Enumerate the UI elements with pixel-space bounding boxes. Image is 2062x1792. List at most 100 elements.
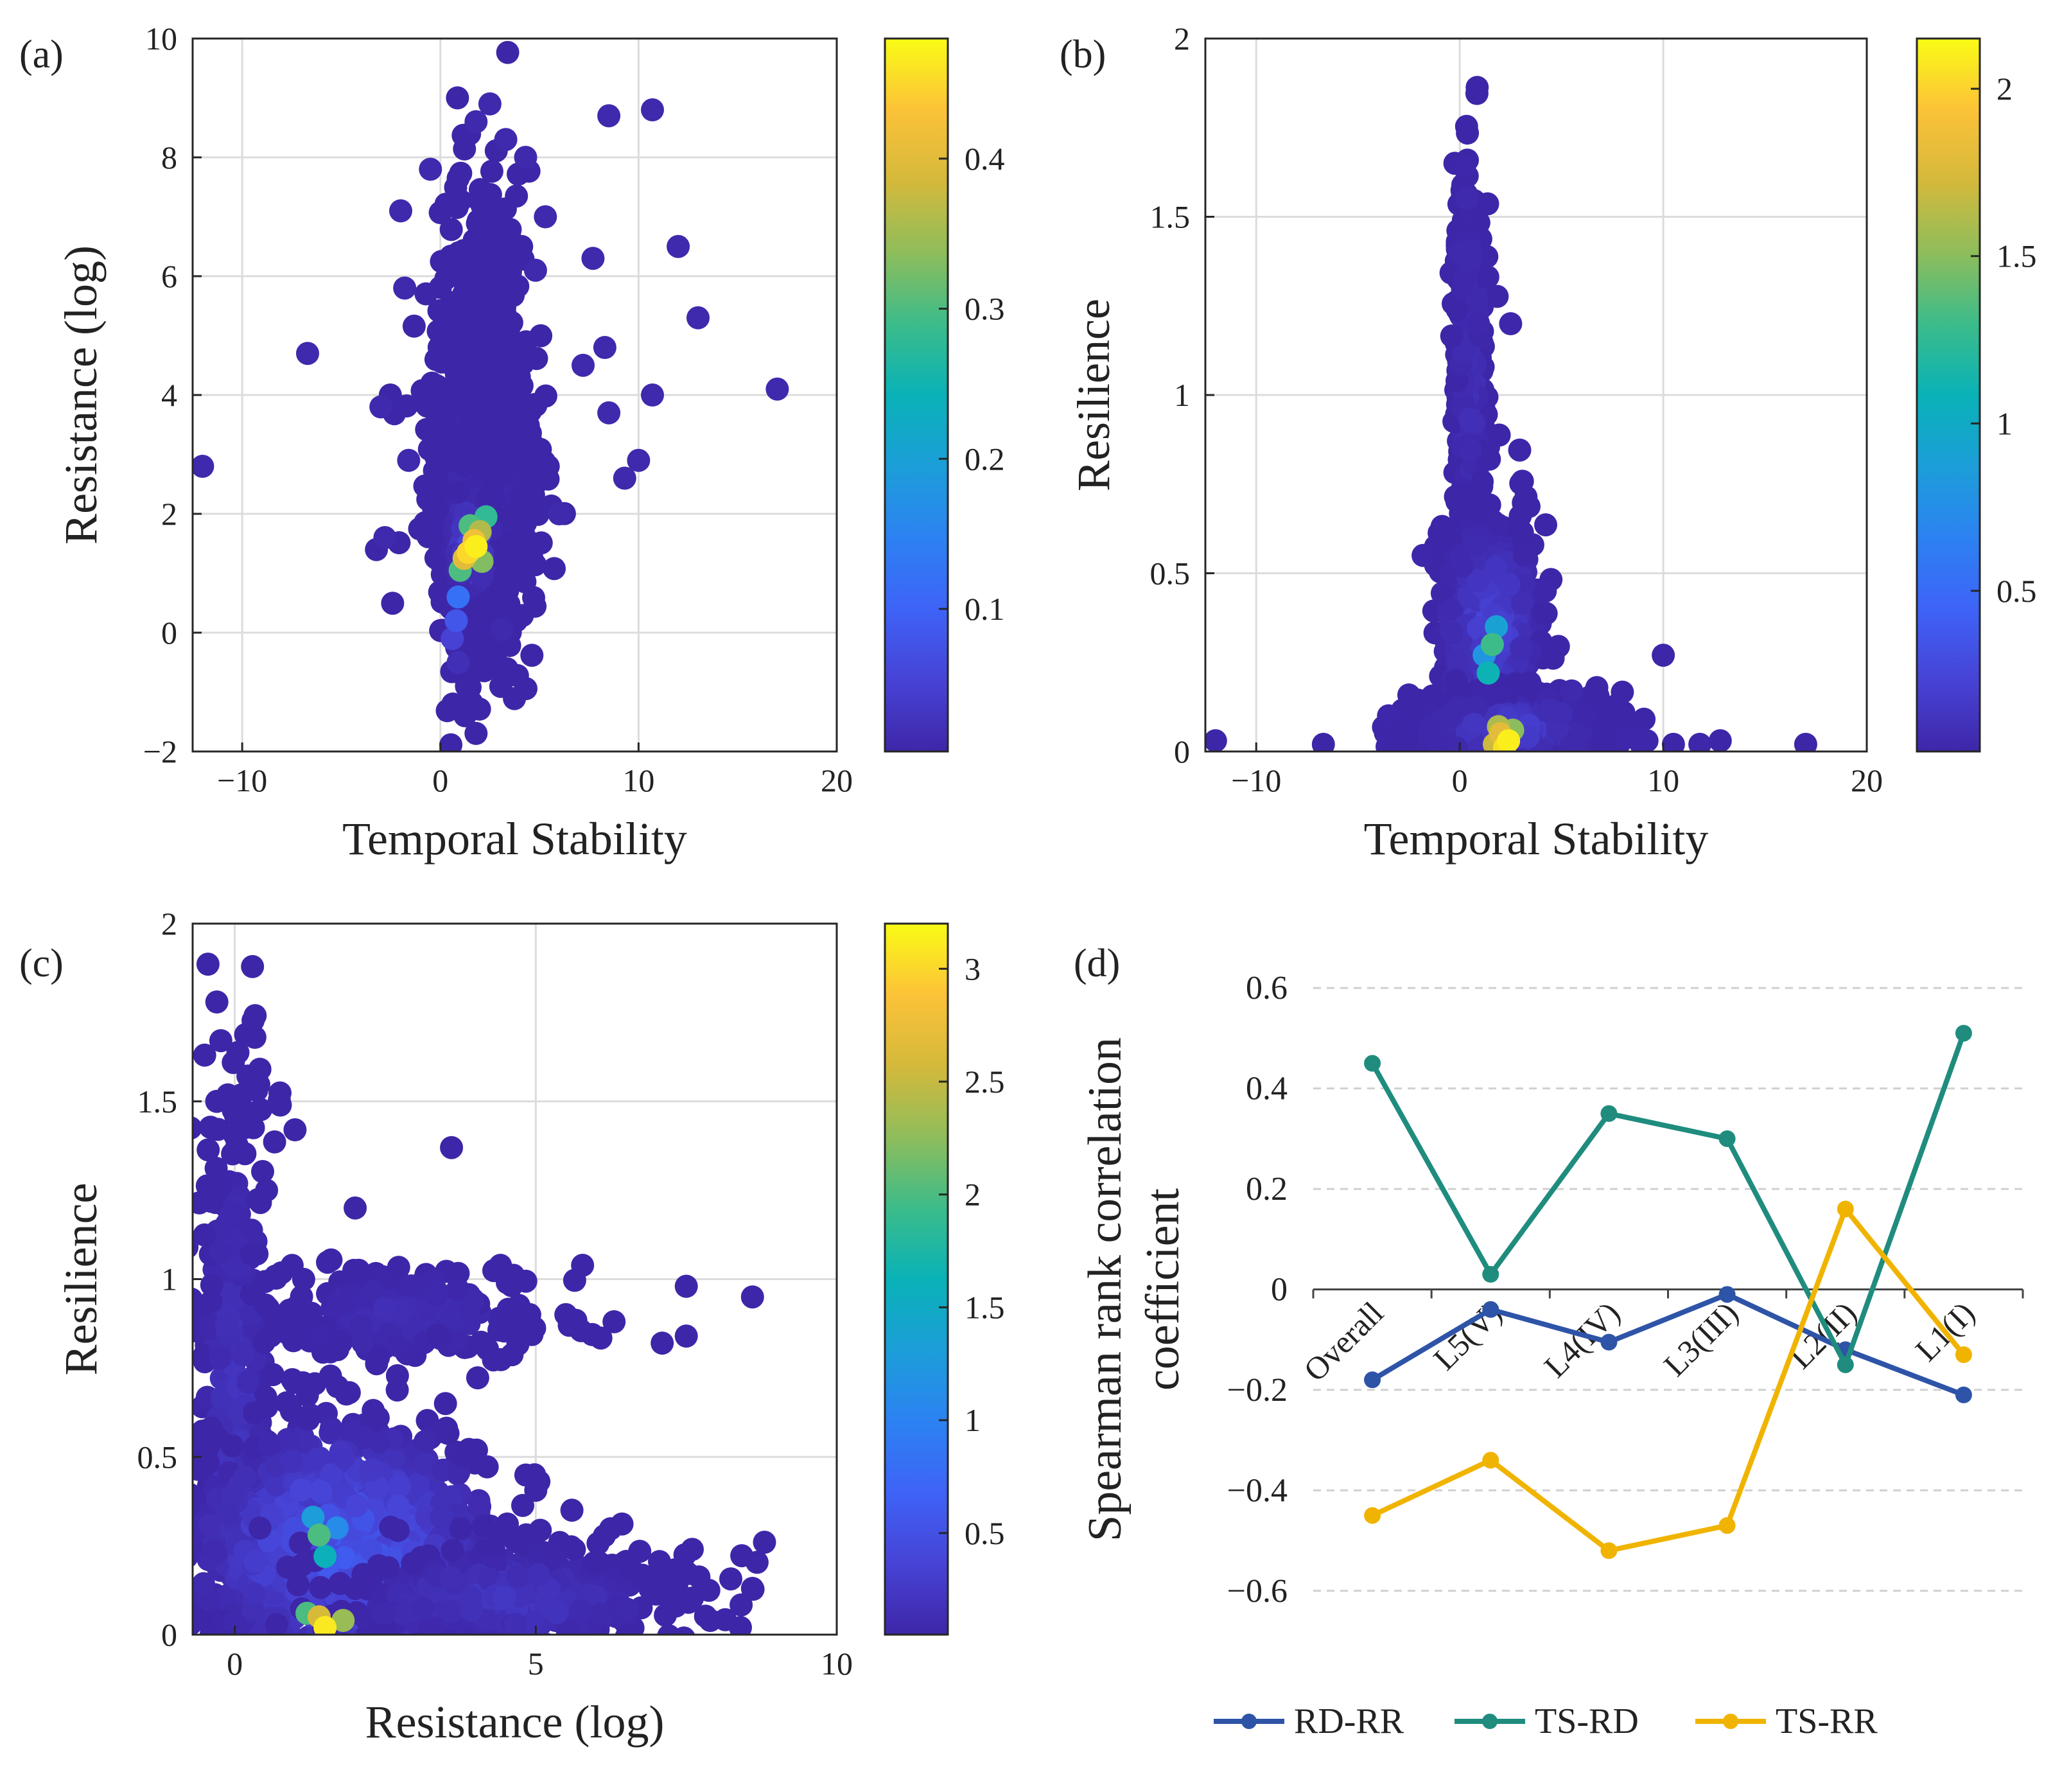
data-point <box>488 218 512 242</box>
data-point <box>296 342 319 365</box>
x-tick-label: 20 <box>821 762 853 798</box>
data-point <box>434 267 458 290</box>
data-point <box>231 1624 254 1635</box>
data-point <box>523 553 547 577</box>
data-point <box>193 1572 215 1595</box>
data-point <box>381 592 405 615</box>
data-point <box>480 372 504 396</box>
data-point <box>351 1331 375 1355</box>
data-point <box>1611 680 1634 704</box>
data-point <box>464 534 488 558</box>
data-point <box>288 1531 312 1555</box>
data-point <box>429 442 453 466</box>
data-point <box>280 1254 304 1278</box>
data-point <box>476 485 500 509</box>
x-tick-label: −10 <box>1231 762 1281 798</box>
y-tick-label: 4 <box>161 377 177 413</box>
colorbar-tick-label: 2 <box>1996 71 2013 107</box>
data-point <box>387 1474 411 1498</box>
data-point <box>319 1248 343 1272</box>
data-point <box>1467 312 1490 335</box>
data-point <box>309 1480 333 1504</box>
data-point <box>240 1242 263 1265</box>
colorbar: 0.10.20.30.4 <box>884 37 1005 753</box>
data-point <box>157 1487 180 1510</box>
data-point <box>641 98 664 121</box>
data-point <box>387 1495 410 1518</box>
data-point <box>446 86 469 110</box>
scatter-points <box>193 40 789 751</box>
data-point <box>589 1326 613 1350</box>
data-point <box>1487 423 1511 447</box>
y-tick-label: 8 <box>161 139 177 175</box>
data-point <box>337 1381 361 1405</box>
data-point <box>1448 241 1472 264</box>
y-tick-label: −2 <box>143 733 177 769</box>
data-point <box>1497 729 1521 751</box>
colorbar-tick-label: 1.5 <box>1996 238 2037 274</box>
data-point <box>169 1491 192 1515</box>
data-point <box>480 443 503 466</box>
data-point <box>511 604 534 628</box>
x-tick-label: 10 <box>1647 762 1679 798</box>
data-point <box>280 1450 304 1473</box>
data-point <box>446 651 470 674</box>
data-point <box>444 609 468 633</box>
data-point <box>1485 615 1508 638</box>
scatter-points <box>99 953 776 1635</box>
data-point <box>419 157 442 181</box>
panel-label: (a) <box>19 33 64 76</box>
data-point <box>1480 633 1504 656</box>
data-point <box>615 1597 639 1621</box>
data-point <box>252 1330 275 1354</box>
data-point <box>473 645 497 668</box>
data-point <box>430 1505 453 1529</box>
data-point <box>502 502 525 525</box>
data-point <box>597 104 621 128</box>
data-point <box>439 218 463 242</box>
y-tick-label: 2 <box>161 496 177 532</box>
data-point <box>440 1485 464 1509</box>
data-point <box>1510 470 1534 493</box>
data-point <box>233 1465 257 1489</box>
data-point <box>319 1416 343 1440</box>
data-point <box>1311 732 1335 751</box>
data-point <box>295 1384 319 1407</box>
data-point <box>204 1539 227 1562</box>
data-point <box>495 657 519 681</box>
data-point <box>1430 514 1454 538</box>
data-point <box>1456 121 1480 145</box>
data-point <box>1462 712 1486 736</box>
data-point <box>1498 750 1510 751</box>
data-point <box>466 1366 489 1390</box>
data-point <box>425 374 449 398</box>
data-point <box>1465 76 1489 100</box>
data-point <box>99 1485 122 1508</box>
data-point <box>627 448 651 472</box>
data-point <box>265 1473 288 1497</box>
data-point <box>193 1450 209 1473</box>
data-point <box>202 1179 225 1202</box>
data-point <box>480 159 503 183</box>
data-point <box>240 1218 263 1242</box>
data-point <box>445 196 469 219</box>
data-point <box>199 1290 223 1313</box>
data-point <box>520 644 544 667</box>
data-point <box>1455 187 1479 211</box>
data-point <box>1533 579 1557 603</box>
data-point <box>198 1513 222 1537</box>
data-point <box>365 1633 375 1635</box>
data-point <box>236 1370 260 1394</box>
data-point <box>414 282 438 306</box>
data-point <box>572 353 595 377</box>
x-axis-label: Temporal Stability <box>1364 813 1709 865</box>
data-point <box>1574 704 1598 728</box>
data-point <box>243 1549 267 1573</box>
data-point <box>1440 324 1463 348</box>
y-tick-label: 0 <box>161 615 177 651</box>
data-point <box>197 1138 220 1162</box>
data-point <box>1446 650 1469 673</box>
data-point <box>478 92 502 116</box>
data-point <box>446 480 469 504</box>
